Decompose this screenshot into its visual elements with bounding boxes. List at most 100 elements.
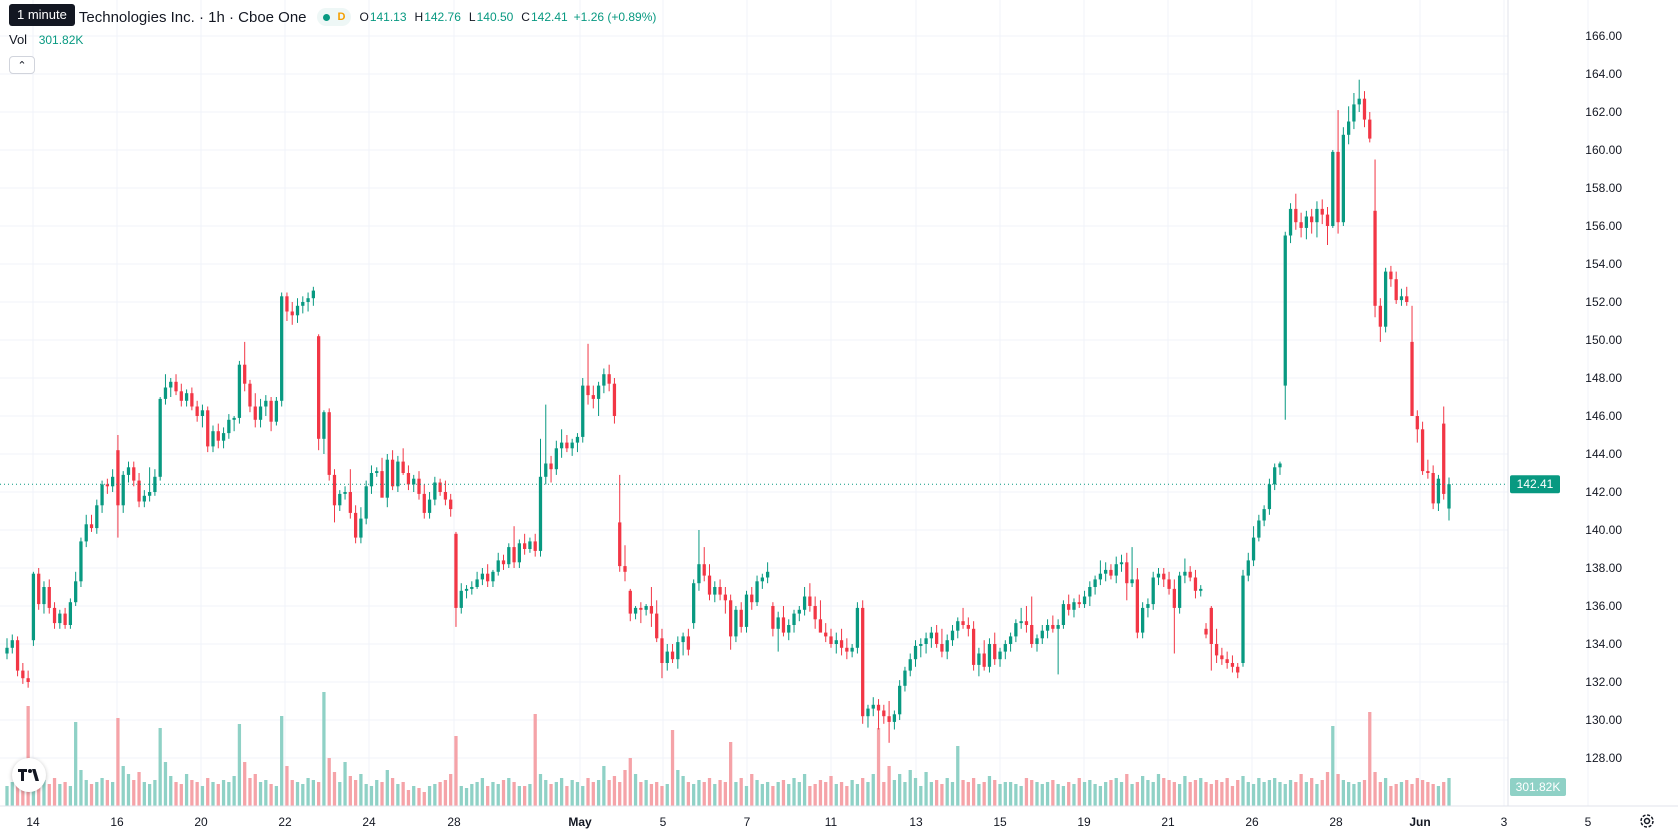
volume-bar — [137, 772, 141, 806]
volume-bar — [301, 784, 305, 806]
volume-bar — [353, 780, 358, 806]
collapse-legend-button[interactable]: ⌃ — [9, 56, 35, 74]
candle-body — [507, 547, 511, 565]
candle — [491, 569, 495, 587]
volume-bar — [1172, 782, 1176, 806]
candle — [1225, 651, 1229, 669]
volume-bar — [1331, 726, 1335, 806]
candle-body — [422, 493, 426, 513]
y-tick-label: 160.00 — [1585, 143, 1622, 157]
candle — [480, 568, 485, 586]
volume-bar — [443, 780, 448, 806]
volume-bar — [1373, 772, 1377, 806]
volume-bar — [10, 782, 14, 806]
x-tick-label: Jun — [1409, 815, 1430, 829]
symbol-title[interactable]: r Technologies Inc. · 1h · Cboe One — [70, 8, 307, 26]
candle-body — [322, 412, 326, 439]
volume-bar — [1352, 784, 1356, 806]
x-tick-label: 26 — [1245, 815, 1259, 829]
candle-body — [126, 467, 131, 475]
candle-body — [491, 571, 495, 582]
volume-bar — [744, 786, 749, 806]
candle — [750, 587, 754, 610]
candle — [1125, 552, 1129, 601]
candle-body — [765, 571, 770, 578]
volume-bar — [655, 782, 659, 806]
volume-bar — [169, 776, 173, 806]
volume-bar — [1130, 784, 1134, 806]
y-tick-label: 152.00 — [1585, 295, 1622, 309]
candle — [470, 581, 474, 595]
candle-body — [364, 486, 368, 519]
candle — [406, 465, 411, 491]
candle — [364, 480, 368, 525]
y-tick-label: 128.00 — [1585, 751, 1622, 765]
volume-bar — [507, 778, 511, 806]
x-tick-label: 22 — [278, 815, 292, 829]
candle — [1019, 607, 1023, 629]
volume-bar — [734, 782, 738, 806]
volume-bar — [993, 780, 997, 806]
candle-body — [1315, 208, 1319, 223]
volume-bar — [348, 776, 352, 806]
candle — [1035, 634, 1039, 652]
candle-body — [1051, 625, 1055, 629]
candle — [903, 666, 907, 692]
candle-body — [533, 541, 537, 551]
volume-bar — [517, 786, 521, 806]
volume-bar — [211, 782, 215, 806]
volume-bar — [755, 780, 759, 806]
candle — [359, 507, 363, 544]
candle — [459, 583, 463, 614]
candle — [258, 398, 263, 428]
candle — [31, 571, 36, 646]
candle-body — [443, 492, 448, 500]
candle-body — [829, 636, 833, 644]
volume-bar — [21, 790, 25, 806]
volume-bar — [618, 782, 622, 806]
volume-bar — [1383, 778, 1388, 806]
volume-bar — [1294, 782, 1298, 806]
candle-body — [623, 566, 627, 572]
candle — [74, 571, 78, 606]
tradingview-logo-icon[interactable] — [12, 758, 46, 792]
candle-body — [31, 573, 36, 641]
candle — [723, 587, 727, 614]
volume-bar — [327, 758, 331, 806]
candle — [343, 486, 347, 500]
candle — [1394, 271, 1398, 304]
volume-label[interactable]: Vol — [9, 32, 28, 47]
candle — [818, 600, 823, 633]
volume-bar — [1104, 782, 1108, 806]
candle — [1193, 569, 1198, 599]
candle-body — [1109, 569, 1113, 576]
candle-body — [385, 459, 389, 498]
candle — [1347, 106, 1351, 145]
last-price-label: 142.41 — [1517, 477, 1554, 491]
volume-bar — [37, 782, 41, 806]
volume-bar — [111, 782, 115, 806]
candle-body — [1325, 214, 1330, 226]
candle — [1199, 585, 1203, 597]
volume-bar — [512, 782, 516, 806]
candle-body — [876, 704, 881, 711]
x-tick-label: 11 — [825, 815, 838, 829]
candle — [1341, 127, 1345, 226]
volume-bar — [227, 782, 231, 806]
volume-bar — [433, 784, 437, 806]
candle-body — [285, 296, 289, 312]
volume-bar — [581, 786, 585, 806]
candle-body — [1299, 222, 1303, 228]
candle — [317, 334, 321, 451]
candle-body — [1410, 341, 1414, 416]
candle — [739, 602, 743, 633]
volume-bar — [1045, 782, 1050, 806]
market-status[interactable]: D — [316, 8, 352, 26]
candle — [438, 478, 442, 496]
gear-icon[interactable] — [1638, 812, 1656, 830]
candle — [829, 628, 833, 648]
candle — [137, 473, 141, 508]
candle-body — [924, 638, 928, 644]
candle — [147, 467, 152, 502]
